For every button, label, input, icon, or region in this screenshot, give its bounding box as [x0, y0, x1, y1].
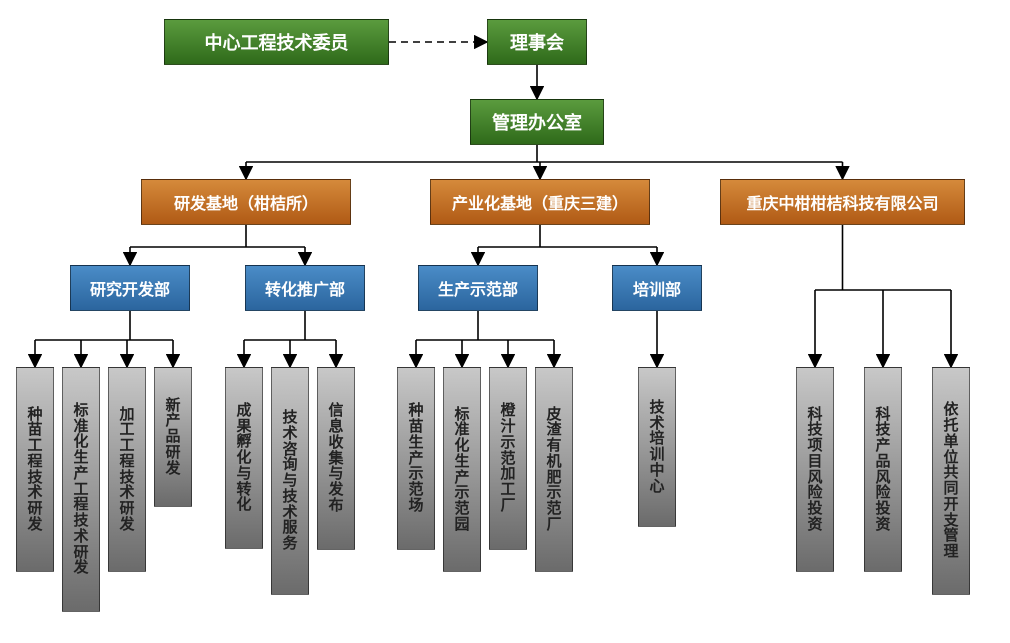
- node-office: 管理办公室: [470, 99, 604, 145]
- node-company: 重庆中柑柑桔科技有限公司: [720, 179, 965, 225]
- node-g4: 新产品研发: [154, 367, 192, 507]
- node-g9: 标准化生产示范园: [443, 367, 481, 572]
- node-committee: 中心工程技术委员: [164, 19, 389, 65]
- node-g6: 技术咨询与技术服务: [271, 367, 309, 595]
- node-indbase: 产业化基地（重庆三建）: [430, 179, 650, 225]
- node-g12: 技术培训中心: [638, 367, 676, 527]
- node-g1: 种苗工程技术研发: [16, 367, 54, 572]
- node-g7: 信息收集与发布: [317, 367, 355, 550]
- node-g8: 种苗生产示范场: [397, 367, 435, 550]
- node-g5: 成果孵化与转化: [225, 367, 263, 549]
- node-rnd: 研究开发部: [70, 265, 190, 311]
- node-proddemo: 生产示范部: [418, 265, 538, 311]
- node-g14: 科技产品风险投资: [864, 367, 902, 572]
- node-g10: 橙汁示范加工厂: [489, 367, 527, 550]
- node-g11: 皮渣有机肥示范厂: [535, 367, 573, 572]
- node-rdbase: 研发基地（柑桔所）: [141, 179, 351, 225]
- node-transfer: 转化推广部: [245, 265, 365, 311]
- node-g2: 标准化生产工程技术研发: [62, 367, 100, 612]
- node-g15: 依托单位共同开支管理: [932, 367, 970, 595]
- node-g3: 加工工程技术研发: [108, 367, 146, 572]
- node-training: 培训部: [612, 265, 702, 311]
- node-council: 理事会: [487, 19, 587, 65]
- node-g13: 科技项目风险投资: [796, 367, 834, 572]
